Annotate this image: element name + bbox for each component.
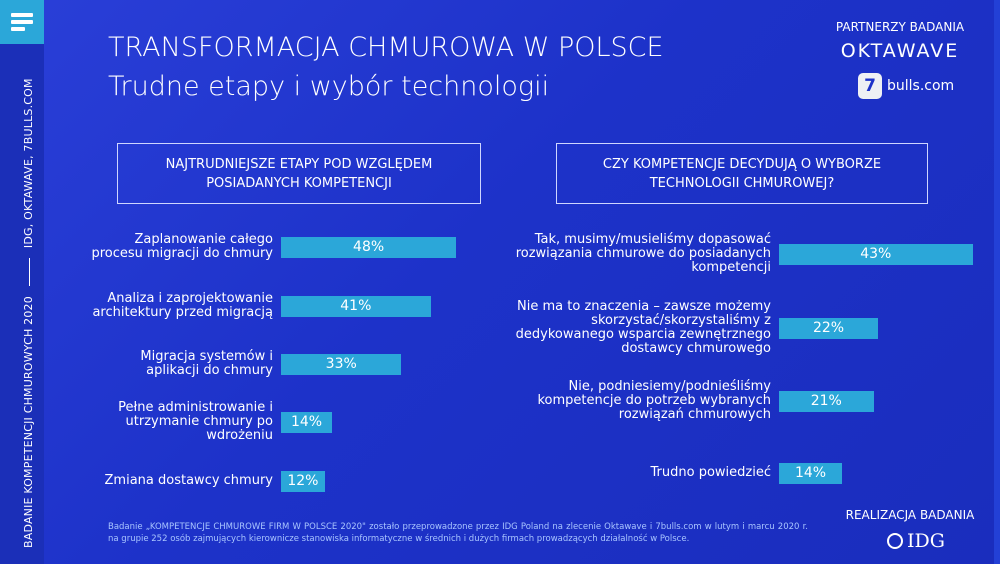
7bulls-badge-icon: 7	[858, 73, 882, 99]
chart2-value-label: 22%	[812, 319, 845, 336]
chart1-value-label: 12%	[287, 472, 319, 489]
sidebar-divider	[28, 258, 30, 287]
7bulls-logo-text: bulls.com	[887, 78, 955, 94]
idg-logo: IDG	[887, 530, 945, 552]
chart1-title-box: NAJTRUDNIEJSZE ETAPY POD WZGLĘDEM POSIAD…	[117, 143, 481, 204]
chart2-value-label: 21%	[810, 392, 842, 409]
chart1-title: NAJTRUDNIEJSZE ETAPY POD WZGLĘDEM POSIAD…	[165, 156, 433, 191]
chart2-title-box: CZY KOMPETENCJE DECYDUJĄ O WYBORZE TECHN…	[556, 143, 928, 204]
chart1-value-label: 14%	[290, 413, 323, 430]
chart1-bar	[281, 236, 457, 258]
chart1-category-label: Pełne administrowanie i utrzymanie chmury…	[118, 400, 273, 443]
page-title: TRANSFORMACJA CHMUROWA W POLSCE	[108, 32, 664, 63]
partners-label: PARTNERZY BADANIA	[835, 20, 965, 34]
chart2-bar	[779, 462, 842, 484]
chart1-category-label: Migracja systemów i aplikacji do chmury	[140, 349, 273, 378]
chart1-bar	[281, 411, 333, 433]
footnote: Badanie „KOMPETENCJE CHMUROWE FIRM W POL…	[108, 522, 808, 544]
chart1-value-label: 41%	[340, 297, 372, 314]
chart1-category-label: Zmiana dostawcy chmury	[104, 473, 273, 488]
chart2-category-label: Trudno powiedzieć	[650, 465, 771, 480]
7bulls-logo: 7 bulls.com	[858, 73, 954, 99]
chart2-title: CZY KOMPETENCJE DECYDUJĄ O WYBORZE TECHN…	[602, 156, 882, 191]
chart2-category-label: Nie, podniesiemy/podnieśliśmy kompetencje…	[537, 379, 771, 422]
chart2-value-label: 43%	[860, 245, 892, 262]
chart1-category-label: Analiza i zaprojektowanie architektury pr…	[92, 291, 273, 320]
chart2-category-label: Tak, musimy/musieliśmy dopasować rozwiąza…	[515, 232, 771, 275]
hamburger-icon[interactable]	[0, 0, 44, 44]
sidebar: BADANIE KOMPETENCJI CHMUROWYCH 2020IDG, …	[0, 0, 44, 564]
idg-circle-icon	[887, 533, 903, 549]
chart2-value-label: 14%	[794, 464, 827, 481]
right-edge-strip	[994, 0, 1000, 564]
chart2-bar	[779, 317, 878, 339]
chart1-category-label: Zaplanowanie całego procesu migracji do c…	[91, 232, 273, 261]
oktawave-logo: OKTAWAVE	[840, 40, 960, 62]
chart1-bar	[281, 295, 431, 317]
chart1-value-label: 48%	[353, 238, 385, 255]
realization-label: REALIZACJA BADANIA	[845, 508, 975, 522]
chart1-bar	[281, 470, 325, 492]
chart2-category-label: Nie ma to znaczenia – zawsze możemy skorz…	[515, 299, 771, 356]
chart2-bar	[779, 243, 973, 265]
chart1-bar	[281, 353, 402, 375]
chart2-bar	[779, 390, 874, 412]
idg-logo-text: IDG	[907, 530, 945, 552]
sidebar-partners: IDG, OKTAWAVE, 7BULLS.COM	[22, 78, 35, 249]
page-subtitle: Trudne etapy i wybór technologii	[108, 71, 550, 102]
chart1-value-label: 33%	[325, 355, 357, 372]
